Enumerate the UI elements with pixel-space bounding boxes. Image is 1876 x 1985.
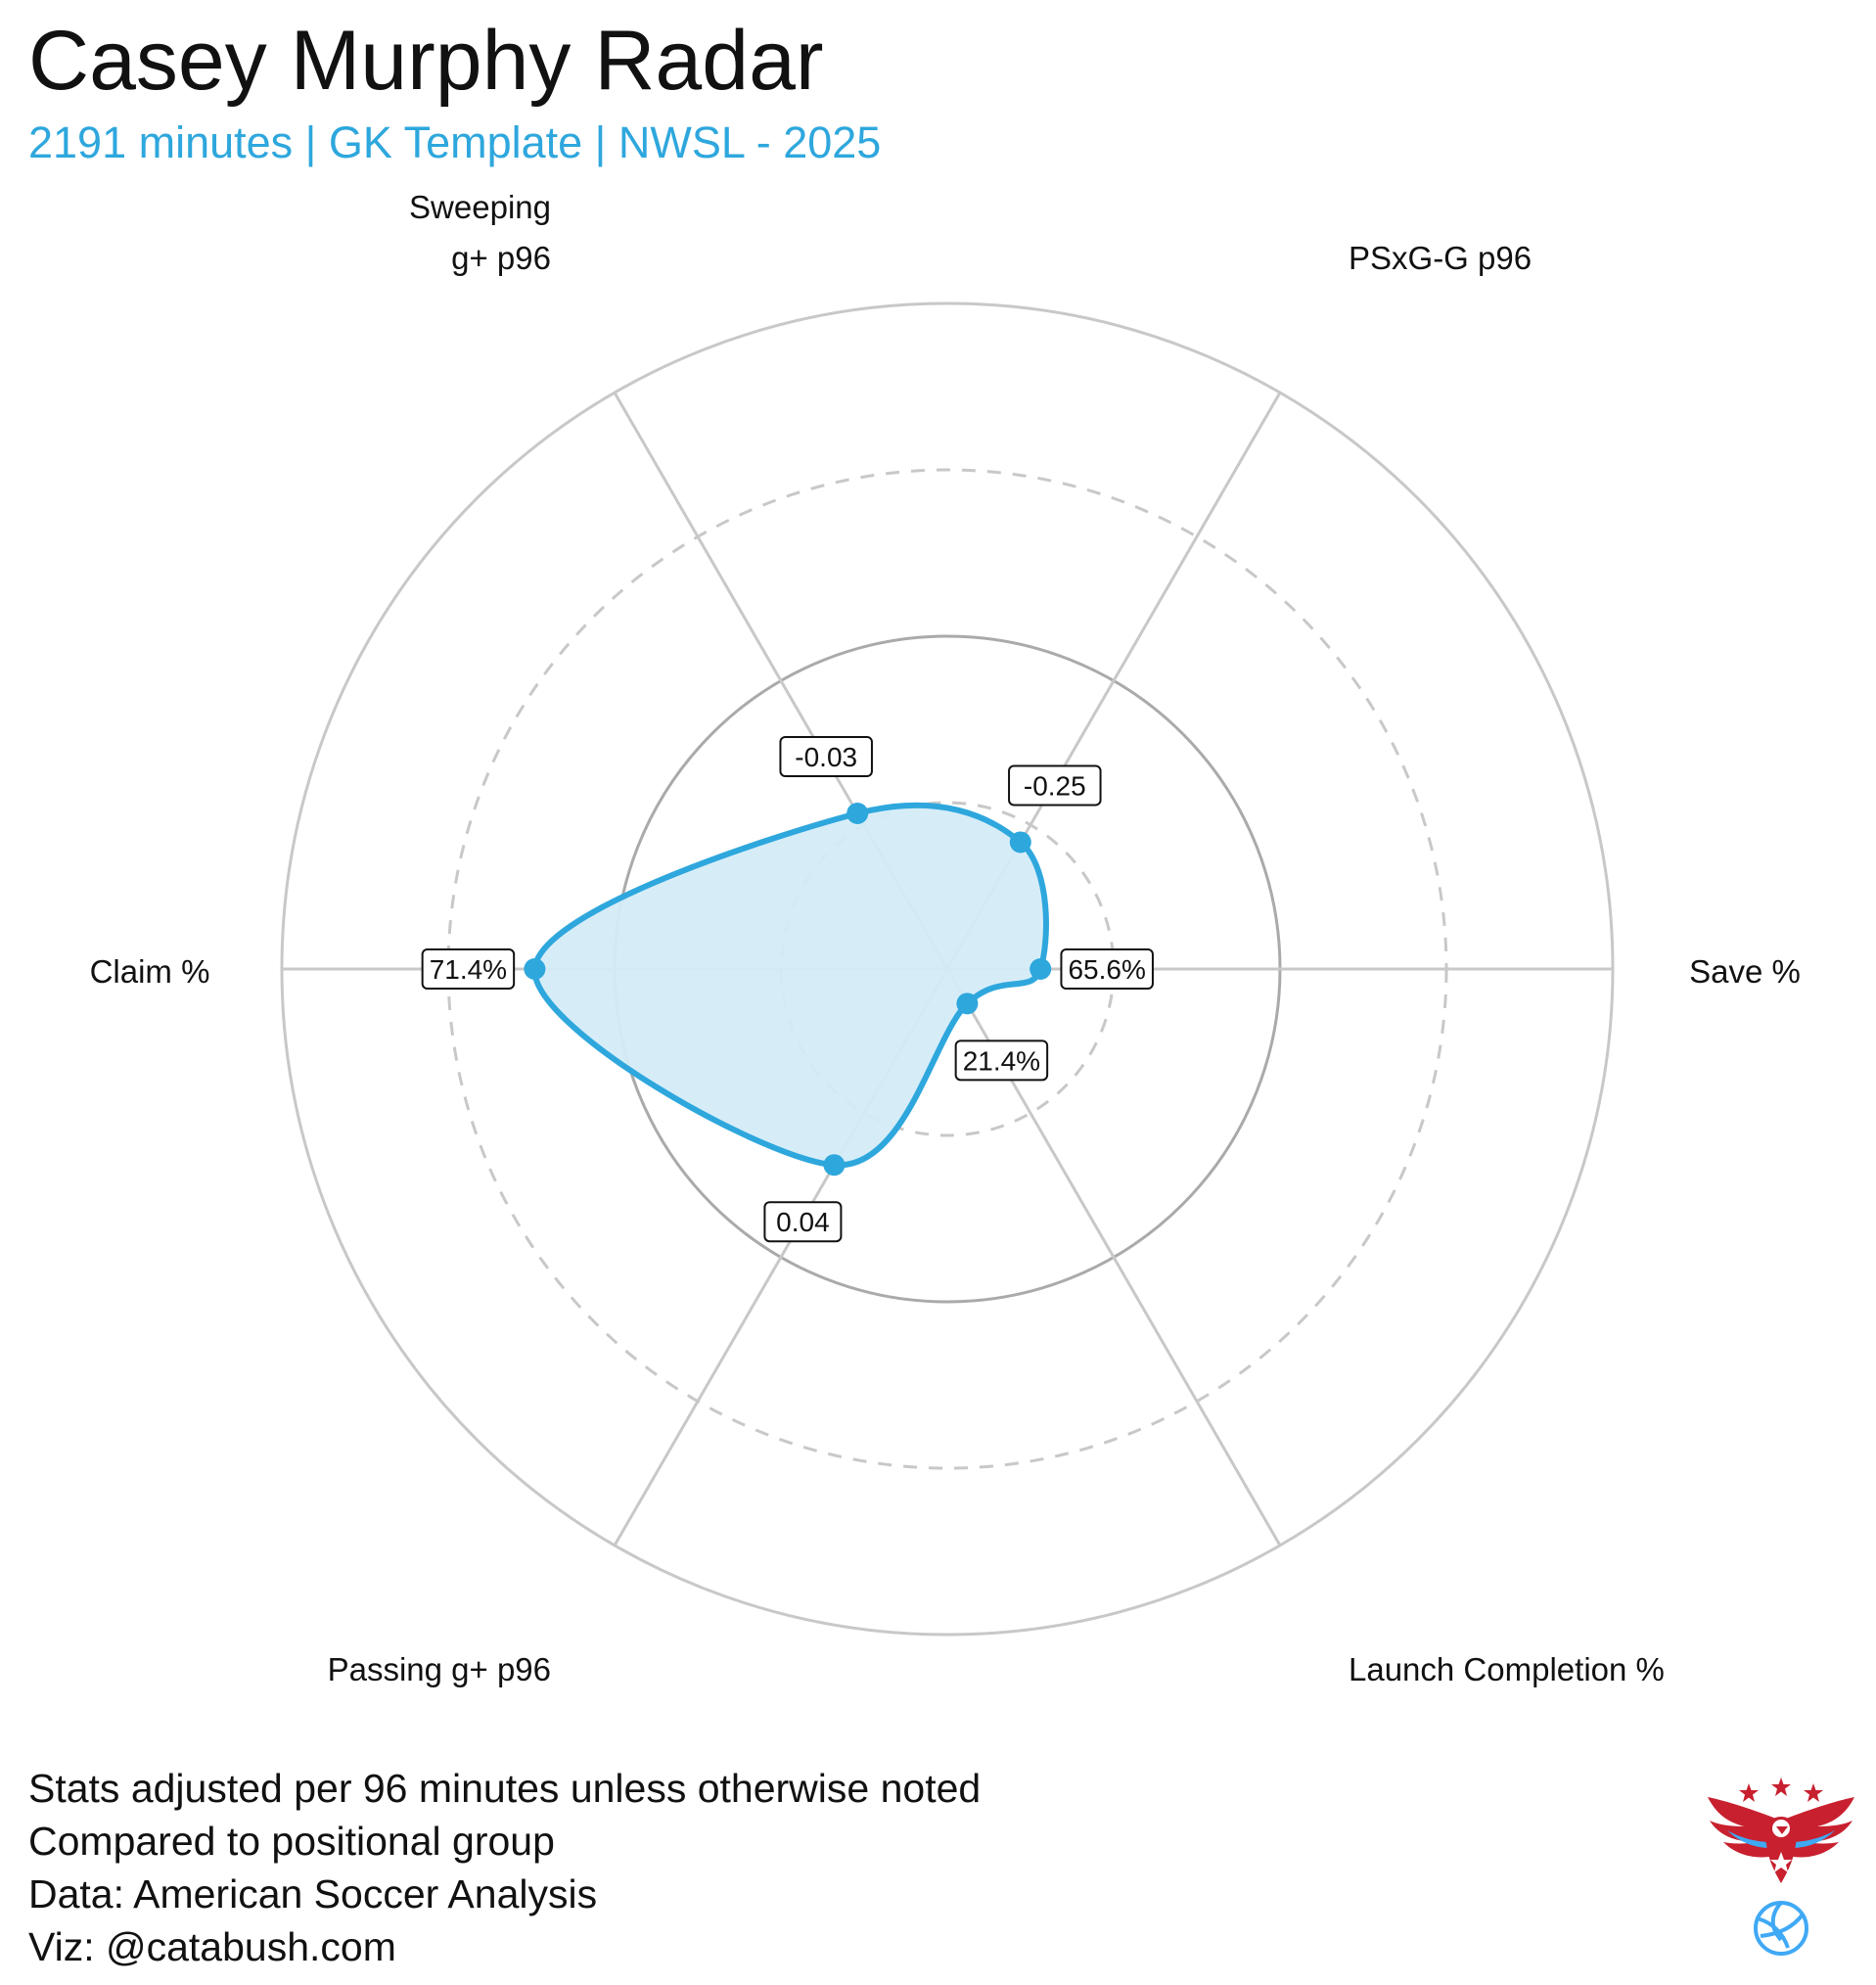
axis-label-5: Launch Completion % [1349, 1651, 1665, 1687]
radar-point-3 [524, 958, 546, 980]
value-label-2: -0.03 [779, 735, 873, 777]
value-label-text-2: -0.03 [795, 742, 857, 772]
radar-point-4 [823, 1154, 846, 1177]
eagle-soccer-ball-logo [1708, 1777, 1854, 1956]
radar-chart: Save % PSxG-G p96 Sweeping g+ p96 Claim % Pas… [90, 189, 1801, 1687]
value-label-text-3: 71.4% [430, 954, 507, 985]
axis-labels: Save % PSxG-G p96 Sweeping g+ p96 Claim % Pas… [90, 189, 1801, 1687]
axis-label-1: PSxG-G p96 [1349, 240, 1532, 276]
value-label-box-4 [763, 1201, 843, 1243]
value-label-box-2 [779, 735, 873, 777]
radar-point-1 [1009, 831, 1031, 854]
footer-line-data-source: Data: American Soccer Analysis [28, 1871, 598, 1916]
value-label-text-5: 21.4% [963, 1045, 1040, 1076]
value-label-box-5 [954, 1039, 1049, 1082]
value-label-text-1: -0.25 [1024, 770, 1086, 801]
radar-point-2 [846, 802, 869, 824]
chart-subtitle: 2191 minutes | GK Template | NWSL - 2025 [28, 117, 882, 167]
value-label-5: 21.4% [954, 1039, 1049, 1082]
logo-eagle-wings [1708, 1797, 1854, 1858]
chart-title: Casey Murphy Radar [28, 14, 824, 108]
axis-label-0: Save % [1689, 953, 1801, 990]
radar-area [531, 802, 1049, 1169]
axis-label-3: Claim % [90, 953, 210, 990]
value-label-4: 0.04 [763, 1201, 843, 1243]
axis-label-4: Passing g+ p96 [328, 1651, 551, 1687]
value-label-1: -0.25 [1008, 764, 1102, 807]
value-label-text-0: 65.6% [1068, 954, 1145, 985]
logo-stars [1739, 1777, 1823, 1802]
axis-label-2: Sweeping g+ p96 [409, 189, 551, 276]
value-label-box-0 [1060, 948, 1154, 990]
radar-data-layer: 65.6% -0.25 -0.03 71.4% 0.04 21.4% [421, 735, 1154, 1243]
value-label-box-1 [1008, 764, 1102, 807]
footer-line-compared: Compared to positional group [28, 1819, 555, 1864]
footer-line-viz-credit: Viz: @catabush.com [28, 1924, 396, 1969]
radar-point-5 [956, 992, 979, 1015]
footer-notes: Stats adjusted per 96 minutes unless oth… [28, 1762, 981, 1973]
logo-soccer-ball [1754, 1901, 1808, 1956]
value-label-3: 71.4% [421, 948, 516, 990]
value-label-0: 65.6% [1060, 948, 1154, 990]
logo-eagle-body [1764, 1817, 1798, 1883]
radar-point-0 [1030, 958, 1052, 980]
value-label-box-3 [421, 948, 516, 990]
value-label-text-4: 0.04 [776, 1207, 830, 1237]
footer-line-adjusted: Stats adjusted per 96 minutes unless oth… [28, 1766, 982, 1811]
